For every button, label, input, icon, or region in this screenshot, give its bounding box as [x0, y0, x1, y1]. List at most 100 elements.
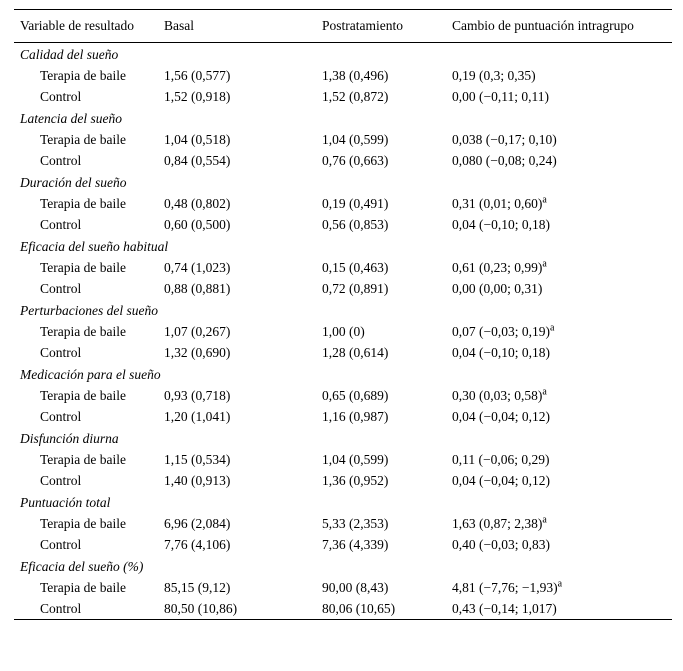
change-value: 0,00 (0,00; 0,31) — [452, 280, 543, 296]
cell-basal: 85,15 (9,12) — [164, 579, 231, 595]
table-row: Terapia de baile 0,74 (1,023) 0,15 (0,46… — [14, 257, 672, 278]
section-header: Eficacia del sueño (%) — [20, 558, 144, 574]
cell-post: 7,36 (4,339) — [322, 536, 389, 552]
cell-post: 0,72 (0,891) — [322, 280, 389, 296]
cell-basal: 1,32 (0,690) — [164, 344, 231, 360]
change-value: 0,00 (−0,11; 0,11) — [452, 88, 549, 104]
cell-basal: 1,56 (0,577) — [164, 67, 231, 83]
cell-change: 1,63 (0,87; 2,38)a — [452, 513, 672, 534]
table-row: Terapia de baile 6,96 (2,084) 5,33 (2,35… — [14, 513, 672, 534]
table-row: Control 1,20 (1,041) 1,16 (0,987) 0,04 (… — [14, 406, 672, 427]
change-value: 0,04 (−0,10; 0,18) — [452, 344, 550, 360]
change-value: 0,31 (0,01; 0,60) — [452, 195, 543, 211]
change-value: 0,11 (−0,06; 0,29) — [452, 451, 550, 467]
cell-change: 0,080 (−0,08; 0,24) — [452, 150, 672, 171]
section-header: Perturbaciones del sueño — [20, 302, 158, 318]
section-header: Puntuación total — [20, 494, 111, 510]
row-label: Terapia de baile — [40, 67, 127, 83]
cell-basal: 6,96 (2,084) — [164, 515, 231, 531]
cell-post: 0,65 (0,689) — [322, 387, 389, 403]
page: Variable de resultado Basal Postratamien… — [14, 9, 672, 620]
cell-basal: 1,40 (0,913) — [164, 472, 231, 488]
cell-post: 1,04 (0,599) — [322, 451, 389, 467]
cell-post: 0,15 (0,463) — [322, 259, 389, 275]
change-value: 0,07 (−0,03; 0,19) — [452, 323, 550, 339]
column-header-change: Cambio de puntuación intragrupo — [452, 9, 672, 43]
row-label: Control — [40, 536, 82, 552]
table-row: Terapia de baile 1,15 (0,534) 1,04 (0,59… — [14, 449, 672, 470]
row-label: Control — [40, 408, 82, 424]
section-header: Latencia del sueño — [20, 110, 122, 126]
cell-post: 80,06 (10,65) — [322, 600, 396, 616]
cell-basal: 0,88 (0,881) — [164, 280, 231, 296]
cell-post: 1,00 (0) — [322, 323, 365, 339]
header-row: Variable de resultado Basal Postratamien… — [14, 9, 672, 43]
table-row: Control 0,60 (0,500) 0,56 (0,853) 0,04 (… — [14, 214, 672, 235]
section-header: Calidad del sueño — [20, 46, 119, 62]
section-header: Eficacia del sueño habitual — [20, 238, 169, 254]
row-label: Terapia de baile — [40, 259, 127, 275]
cell-change: 0,40 (−0,03; 0,83) — [452, 534, 672, 555]
cell-change: 0,04 (−0,04; 0,12) — [452, 406, 672, 427]
row-label: Control — [40, 600, 82, 616]
cell-basal: 1,07 (0,267) — [164, 323, 231, 339]
cell-change: 0,04 (−0,10; 0,18) — [452, 214, 672, 235]
cell-post: 1,52 (0,872) — [322, 88, 389, 104]
row-label: Terapia de baile — [40, 451, 127, 467]
table-row: Control 1,32 (0,690) 1,28 (0,614) 0,04 (… — [14, 342, 672, 363]
row-label: Terapia de baile — [40, 515, 127, 531]
column-header-variable: Variable de resultado — [14, 9, 164, 43]
cell-basal: 1,04 (0,518) — [164, 131, 231, 147]
cell-basal: 7,76 (4,106) — [164, 536, 231, 552]
table-row: Control 0,88 (0,881) 0,72 (0,891) 0,00 (… — [14, 278, 672, 299]
section-header: Disfunción diurna — [20, 430, 119, 446]
cell-basal: 1,52 (0,918) — [164, 88, 231, 104]
row-label: Terapia de baile — [40, 387, 127, 403]
change-value: 0,038 (−0,17; 0,10) — [452, 131, 557, 147]
cell-change: 0,038 (−0,17; 0,10) — [452, 129, 672, 150]
section-row: Eficacia del sueño (%) — [14, 555, 672, 577]
section-row: Duración del sueño — [14, 171, 672, 193]
table-row: Control 1,40 (0,913) 1,36 (0,952) 0,04 (… — [14, 470, 672, 491]
table-row: Terapia de baile 0,93 (0,718) 0,65 (0,68… — [14, 385, 672, 406]
section-row: Latencia del sueño — [14, 107, 672, 129]
change-value: 0,04 (−0,04; 0,12) — [452, 472, 550, 488]
change-value: 1,63 (0,87; 2,38) — [452, 515, 543, 531]
cell-post: 1,16 (0,987) — [322, 408, 389, 424]
table-row: Control 80,50 (10,86) 80,06 (10,65) 0,43… — [14, 598, 672, 620]
cell-change: 0,00 (−0,11; 0,11) — [452, 86, 672, 107]
change-value: 0,30 (0,03; 0,58) — [452, 387, 543, 403]
table-row: Control 7,76 (4,106) 7,36 (4,339) 0,40 (… — [14, 534, 672, 555]
row-label: Control — [40, 344, 82, 360]
change-value: 0,19 (0,3; 0,35) — [452, 67, 536, 83]
cell-change: 0,30 (0,03; 0,58)a — [452, 385, 672, 406]
column-header-post: Postratamiento — [322, 9, 452, 43]
change-value: 0,61 (0,23; 0,99) — [452, 259, 543, 275]
row-label: Terapia de baile — [40, 195, 127, 211]
footnote-a-marker: a — [542, 194, 547, 205]
change-value: 4,81 (−7,76; −1,93) — [452, 579, 558, 595]
change-value: 0,43 (−0,14; 1,017) — [452, 600, 557, 616]
row-label: Terapia de baile — [40, 323, 127, 339]
cell-change: 0,00 (0,00; 0,31) — [452, 278, 672, 299]
table-row: Terapia de baile 1,56 (0,577) 1,38 (0,49… — [14, 65, 672, 86]
section-row: Disfunción diurna — [14, 427, 672, 449]
footnote-a-marker: a — [549, 322, 555, 333]
table-row: Terapia de baile 1,07 (0,267) 1,00 (0) 0… — [14, 321, 672, 342]
cell-post: 0,76 (0,663) — [322, 152, 389, 168]
footnote-a-marker: a — [557, 578, 563, 589]
cell-change: 0,11 (−0,06; 0,29) — [452, 449, 672, 470]
cell-post: 0,56 (0,853) — [322, 216, 389, 232]
footnote-a-marker: a — [542, 258, 547, 269]
cell-post: 1,36 (0,952) — [322, 472, 389, 488]
cell-basal: 1,20 (1,041) — [164, 408, 231, 424]
cell-change: 0,43 (−0,14; 1,017) — [452, 598, 672, 620]
column-header-basal: Basal — [164, 9, 322, 43]
cell-change: 0,31 (0,01; 0,60)a — [452, 193, 672, 214]
row-label: Terapia de baile — [40, 131, 127, 147]
cell-post: 0,19 (0,491) — [322, 195, 389, 211]
cell-post: 1,38 (0,496) — [322, 67, 389, 83]
section-row: Puntuación total — [14, 491, 672, 513]
section-row: Medicación para el sueño — [14, 363, 672, 385]
cell-change: 0,04 (−0,10; 0,18) — [452, 342, 672, 363]
